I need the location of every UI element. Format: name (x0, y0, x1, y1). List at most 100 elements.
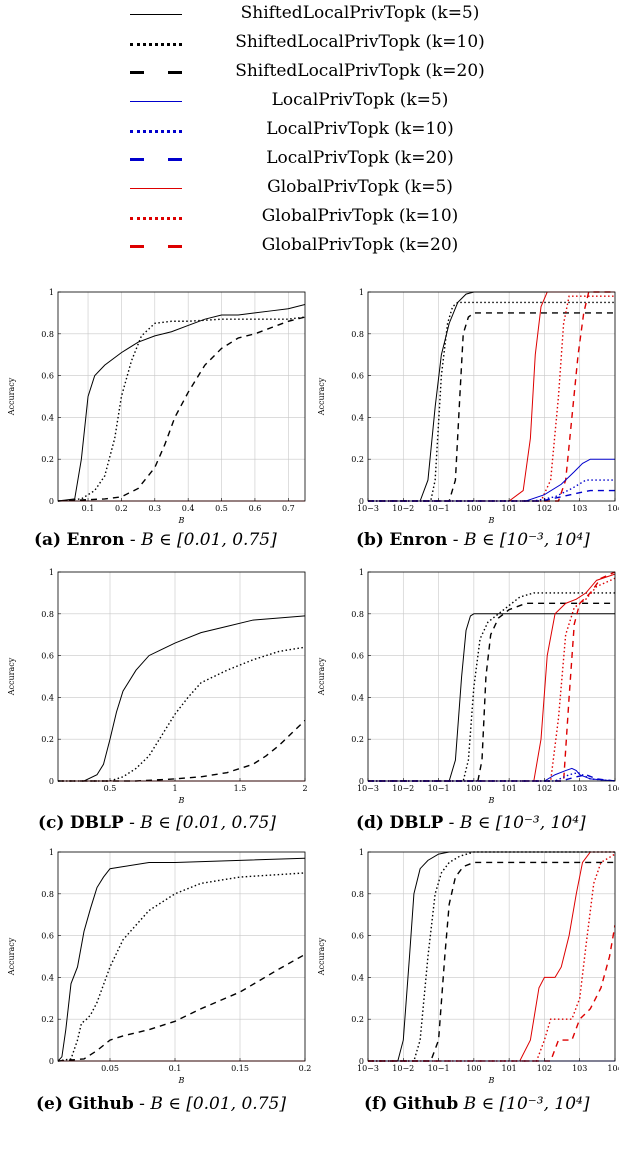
y-axis-label: Accuracy (317, 377, 326, 416)
y-tick-label: 0.6 (351, 652, 364, 661)
x-tick-label: 0.1 (169, 1064, 182, 1073)
caption-dataset: DBLP (389, 813, 444, 833)
chart-svg: 10−3 10−2 10−1 100 101 102 103 104 0 0.2 0.4 0.6 0.8… (317, 568, 619, 805)
y-tick-label: 1 (359, 848, 364, 857)
x-axis-label: B (178, 796, 185, 805)
x-tick-label: 102 (537, 504, 552, 513)
x-tick-label: 100 (466, 504, 481, 513)
series-line (368, 291, 615, 502)
y-tick-label: 0.4 (351, 413, 364, 422)
y-tick-label: 0.2 (351, 455, 364, 464)
legend-entry: GlobalPrivTopk (k=10) (0, 204, 619, 232)
legend-swatch (130, 158, 182, 161)
y-tick-label: 0.4 (41, 693, 54, 702)
y-tick-label: 0.2 (41, 1015, 54, 1024)
legend-swatch (130, 14, 182, 15)
x-axis-label: B (488, 516, 495, 525)
legend-entry: ShiftedLocalPrivTopk (k=20) (0, 59, 619, 87)
chart-panel-d: 10−3 10−2 10−1 100 101 102 103 104 0 0.2 0.4 0.6 0.8… (310, 560, 619, 805)
x-tick-label: 0.5 (215, 504, 228, 513)
legend-entry: LocalPrivTopk (k=10) (0, 117, 619, 145)
x-tick-label: 10−2 (392, 1064, 414, 1073)
y-tick-label: 0.8 (41, 610, 54, 619)
caption-letter: (f) (364, 1094, 388, 1114)
y-tick-label: 1 (49, 288, 54, 297)
series-line (368, 291, 615, 502)
y-axis-label: Accuracy (7, 377, 16, 416)
y-tick-label: 0 (49, 497, 54, 506)
series-line (368, 851, 615, 1062)
x-tick-label: 0.1 (82, 504, 95, 513)
caption-c: (c) DBLP - B ∈ [0.01, 0.75] (38, 813, 276, 833)
caption-range: B ∈ [0.01, 0.75] (141, 530, 277, 550)
y-tick-label: 0.8 (351, 890, 364, 899)
legend-label: LocalPrivTopk (k=20) (266, 148, 454, 168)
series-line (368, 851, 615, 1062)
series-line (58, 646, 305, 782)
x-axis-label: B (178, 516, 185, 525)
chart-svg: 0.05 0.1 0.15 0.2 0 0.2 0.4 0.6 0.8 1 B Accuracy (7, 848, 312, 1085)
plot-frame (57, 571, 306, 782)
series-line (368, 573, 615, 782)
series-line (58, 615, 305, 782)
caption-range: B ∈ [0.01, 0.75] (150, 1094, 286, 1114)
x-tick-label: 0.2 (299, 1064, 312, 1073)
x-tick-label: 0.05 (101, 1064, 119, 1073)
y-tick-label: 0.8 (351, 330, 364, 339)
caption-letter: (a) (34, 530, 62, 550)
x-tick-label: 104 (607, 504, 619, 513)
legend-entry: LocalPrivTopk (k=5) (0, 88, 619, 116)
x-tick-label: 104 (607, 784, 619, 793)
plot-frame (367, 571, 616, 782)
series-line (368, 774, 615, 782)
x-tick-label: 0.7 (282, 504, 295, 513)
x-tick-label: 10−3 (357, 504, 379, 513)
series-line (58, 316, 305, 502)
x-tick-label: 100 (466, 1064, 481, 1073)
series-line (58, 719, 305, 782)
series-line (368, 613, 615, 782)
y-tick-label: 1 (359, 568, 364, 577)
caption-range: B ∈ [0.01, 0.75] (140, 813, 276, 833)
x-tick-label: 10−1 (428, 784, 450, 793)
x-axis-label: B (178, 1076, 185, 1085)
y-axis-label: Accuracy (7, 937, 16, 976)
x-tick-label: 103 (572, 1064, 587, 1073)
legend-label: GlobalPrivTopk (k=10) (261, 206, 459, 226)
chart-panel-e: 0.05 0.1 0.15 0.2 0 0.2 0.4 0.6 0.8 1 B Accuracy (0, 840, 312, 1085)
series-line (58, 857, 305, 1062)
x-tick-label: 1 (172, 784, 177, 793)
series-line (368, 577, 615, 782)
caption-sep: - (443, 813, 460, 833)
x-tick-label: 0.4 (182, 504, 195, 513)
series-line (368, 458, 615, 502)
y-axis-label: Accuracy (317, 937, 326, 976)
series-line (368, 291, 615, 502)
series-line (368, 312, 615, 502)
caption-e: (e) Github - B ∈ [0.01, 0.75] (36, 1094, 286, 1114)
x-tick-label: 1.5 (234, 784, 247, 793)
caption-sep: - (124, 530, 142, 550)
x-tick-label: 10−2 (392, 504, 414, 513)
x-tick-label: 0.6 (249, 504, 262, 513)
caption-dataset: Github (392, 1094, 459, 1114)
y-tick-label: 1 (359, 288, 364, 297)
series-line (368, 592, 615, 782)
legend-swatch (130, 101, 182, 102)
plot-frame (367, 291, 616, 502)
caption-dataset: Enron (389, 530, 448, 550)
y-axis-label: Accuracy (317, 657, 326, 696)
series-line (368, 571, 615, 782)
x-tick-label: 101 (502, 504, 517, 513)
x-tick-label: 102 (537, 1064, 552, 1073)
series-line (368, 851, 615, 1062)
chart-svg: 10−3 10−2 10−1 100 101 102 103 104 0 0.2 0.4 0.6 0.8… (317, 288, 619, 525)
legend-label: GlobalPrivTopk (k=5) (267, 177, 453, 197)
y-tick-label: 0.4 (41, 413, 54, 422)
x-tick-label: 10−3 (357, 1064, 379, 1073)
legend-entry: GlobalPrivTopk (k=20) (0, 233, 619, 261)
caption-dataset: DBLP (69, 813, 124, 833)
y-tick-label: 0 (49, 777, 54, 786)
caption-letter: (b) (356, 530, 384, 550)
x-tick-label: 2 (302, 784, 307, 793)
